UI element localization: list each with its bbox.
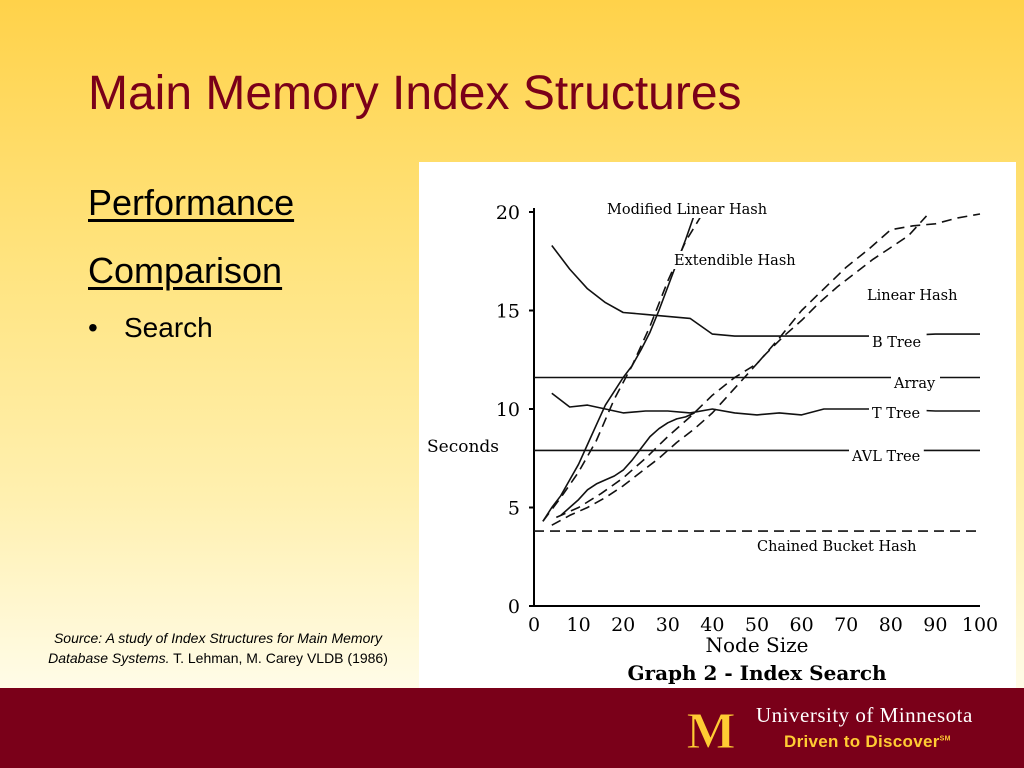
x-tick-label: 90 [923, 614, 947, 636]
label-background [869, 333, 927, 351]
y-tick-label: 15 [496, 301, 520, 323]
label-background [849, 447, 924, 465]
source-line-2: Database Systems. T. Lehman, M. Carey VL… [16, 648, 420, 668]
source-citation: Source: A study of Index Structures for … [16, 628, 420, 668]
series-label: Linear Hash [867, 288, 957, 304]
x-tick-label: 20 [611, 614, 635, 636]
index-search-chart: 0 5 10 15 20 0 10 20 30 40 50 60 70 80 90 100 Seconds Nod… [427, 200, 998, 685]
logo-letter: M [686, 708, 735, 752]
label-background [864, 286, 965, 304]
series-label: B Tree [872, 335, 921, 351]
chart-title: Graph 2 - Index Search [627, 661, 887, 685]
source-title-part1: Source: A study of Index Structures for … [53, 630, 383, 646]
series-t-tree [551, 392, 980, 416]
series-unlabeled-9 [560, 412, 695, 516]
label-background [891, 374, 940, 392]
y-tick-label: 0 [508, 596, 520, 618]
series-unlabeled-8 [542, 213, 696, 522]
x-tick-label: 30 [656, 614, 680, 636]
y-tick-label: 20 [496, 202, 520, 224]
series-label: T Tree [872, 406, 920, 422]
x-tick-label: 40 [700, 614, 724, 636]
bullet-item: • Search [88, 312, 213, 344]
x-tick-label: 60 [790, 614, 814, 636]
label-background [671, 251, 806, 269]
x-tick-label: 0 [528, 614, 540, 636]
bullet-text: Search [124, 312, 213, 343]
tagline-text: Driven to Discover [784, 732, 940, 751]
university-name: University of Minnesota [756, 703, 973, 727]
y-axis-label: Seconds [427, 437, 499, 457]
slide-title: Main Memory Index Structures [88, 67, 742, 120]
label-background [754, 537, 924, 555]
section-heading-comparison: Comparison [88, 250, 283, 291]
series-label: AVL Tree [851, 449, 920, 465]
label-background [604, 200, 782, 218]
series-label: Extendible Hash [674, 253, 796, 269]
tagline-servicemark: SM [939, 735, 951, 743]
x-tick-label: 100 [962, 614, 998, 636]
series-label: Chained Bucket Hash [757, 539, 917, 555]
series-label: Array [893, 376, 936, 392]
source-line-1: Source: A study of Index Structures for … [16, 628, 420, 648]
series-extendible-hash [551, 215, 928, 526]
chart-figure: 0 5 10 15 20 0 10 20 30 40 50 60 70 80 90 100 Seconds Nod… [419, 162, 1016, 688]
x-axis-label: Node Size [705, 633, 808, 657]
x-tick-label: 10 [567, 614, 591, 636]
university-m-logo: M [686, 708, 736, 752]
x-tick-label: 50 [745, 614, 769, 636]
y-tick-label: 10 [496, 399, 520, 421]
series-linear-hash [555, 213, 981, 519]
source-title-part2: Database Systems. [48, 650, 170, 666]
series-label: Modified Linear Hash [607, 202, 767, 218]
y-tick-label: 5 [508, 498, 520, 520]
footer-bar [0, 688, 1024, 768]
section-heading-performance: Performance [88, 182, 295, 223]
bullet-dot-icon: • [88, 312, 98, 343]
series-b-tree [551, 245, 980, 337]
label-background [869, 404, 927, 422]
x-tick-label: 70 [834, 614, 858, 636]
x-tick-label: 80 [879, 614, 903, 636]
source-authors: T. Lehman, M. Carey VLDB (1986) [169, 650, 388, 666]
tagline: Driven to DiscoverSM [784, 732, 951, 752]
